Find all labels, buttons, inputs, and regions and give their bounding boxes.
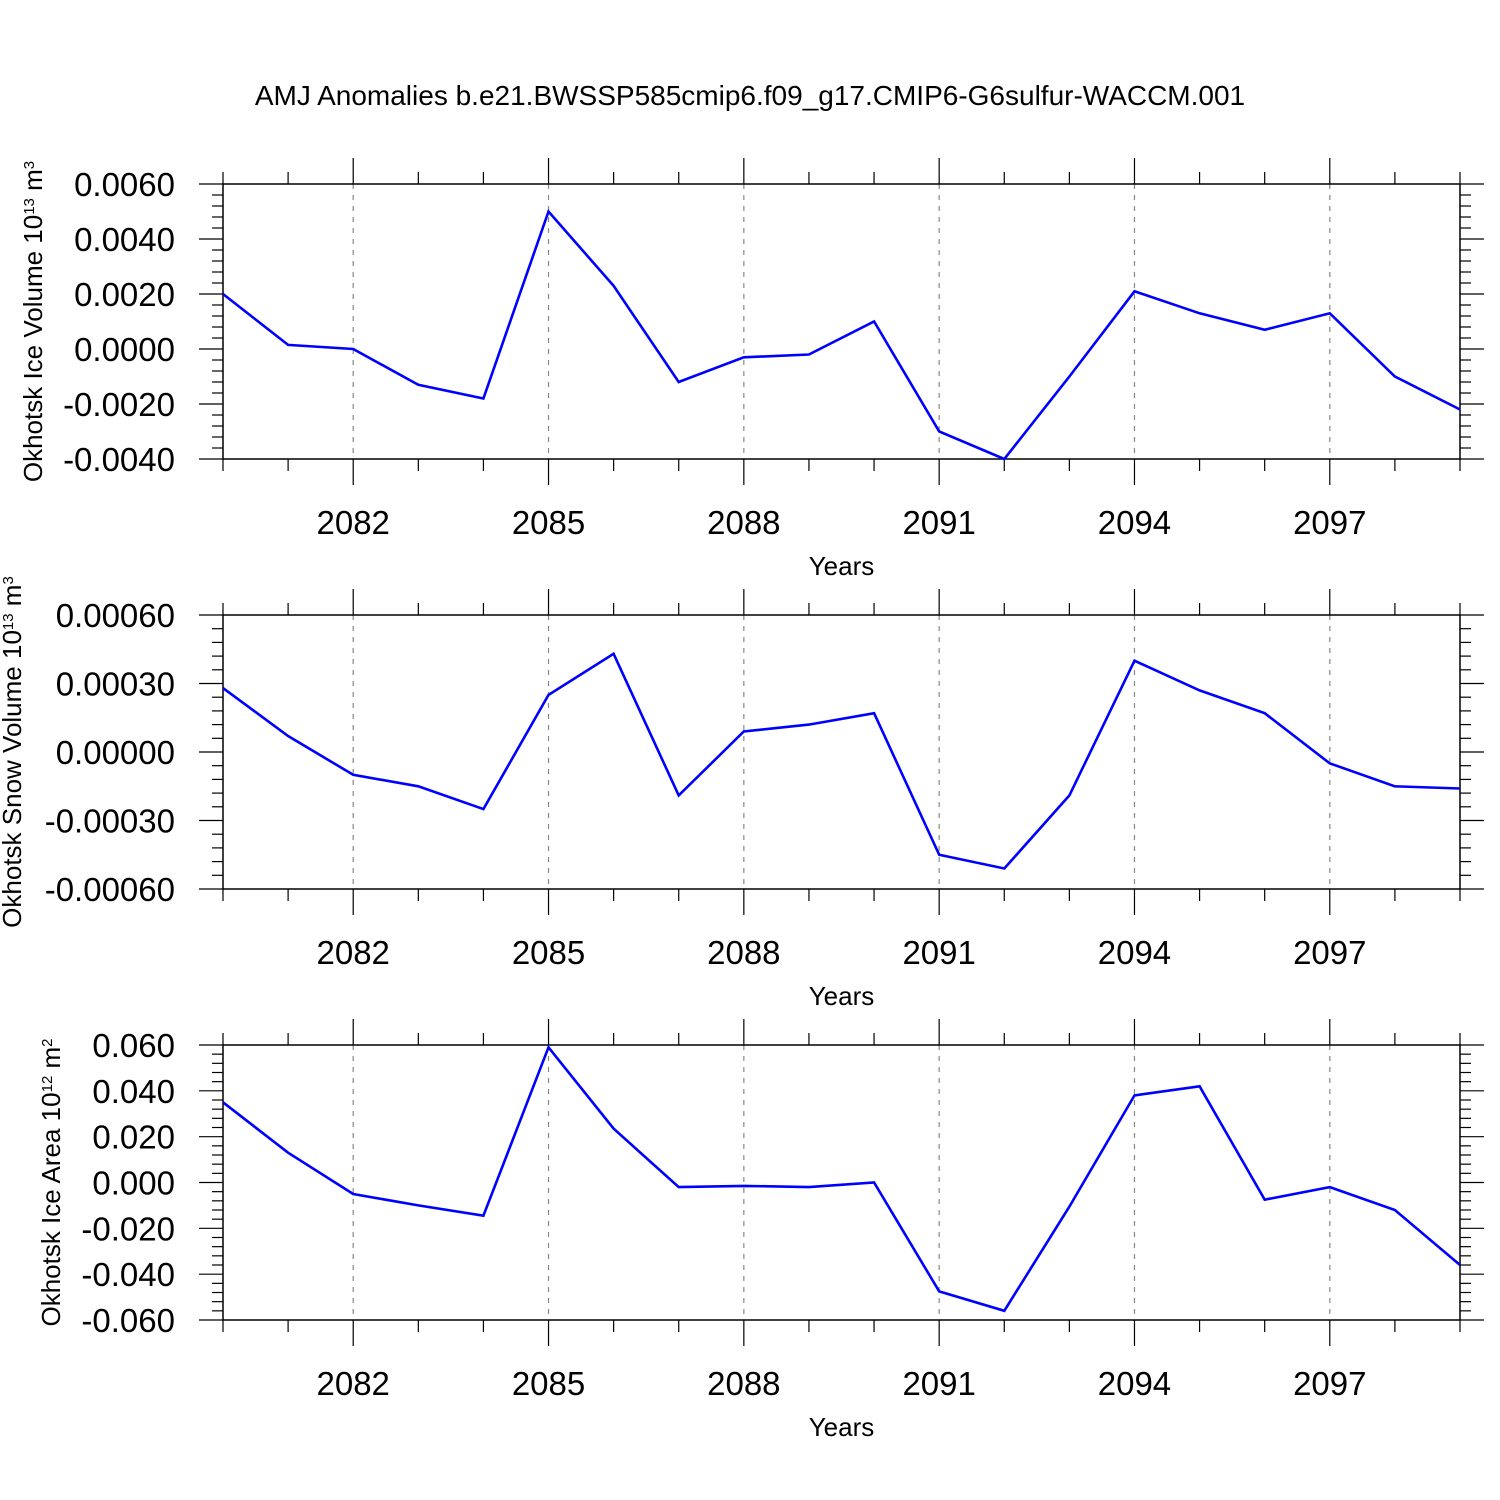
y-tick-label: 0.0000 (74, 331, 175, 368)
y-tick-label: -0.020 (81, 1210, 175, 1247)
y-tick-label: -0.00030 (45, 803, 175, 840)
chart-title: AMJ Anomalies b.e21.BWSSP585cmip6.f09_g1… (254, 80, 1246, 111)
x-tick-label: 2097 (1293, 934, 1366, 971)
x-axis-title: Years (809, 981, 875, 1011)
y-tick-label: -0.060 (81, 1302, 175, 1339)
y-tick-label: 0.040 (92, 1073, 175, 1110)
y-tick-label: 0.020 (92, 1119, 175, 1156)
y-axis-title-text: m (0, 585, 27, 614)
y-axis-title: Okhotsk Ice Volume 1013 m3 (18, 161, 48, 482)
plot-panel-1: -0.0040 -0.0020 0.0000 0.0020 0.0040 0.0060 20… (18, 158, 1484, 581)
x-tick-label: 2094 (1098, 1365, 1171, 1402)
x-tick-label: 2085 (512, 504, 585, 541)
x-tick-label: 2088 (707, 504, 780, 541)
y-axis-title-text: Okhotsk Ice Volume 10 (18, 215, 48, 482)
x-tick-label: 2094 (1098, 934, 1171, 971)
y-axis-title-text: Okhotsk Snow Volume 10 (0, 630, 27, 928)
series-line-1 (222, 208, 1461, 461)
x-tick-label: 2097 (1293, 1365, 1366, 1402)
y-unit-superscript: 2 (39, 1038, 56, 1046)
y-unit-superscript: 13 (21, 198, 38, 215)
series-line-1 (222, 651, 1461, 870)
x-tick-label: 2091 (902, 504, 975, 541)
y-tick-label: 0.00000 (56, 734, 175, 771)
plot-frame (222, 183, 1461, 460)
x-tick-label: 2082 (316, 934, 389, 971)
y-axis-title: Okhotsk Snow Volume 1013 m3 (0, 576, 27, 928)
x-tick-label: 2091 (902, 934, 975, 971)
y-tick-label: 0.000 (92, 1165, 175, 1202)
y-tick-label: -0.040 (81, 1256, 175, 1293)
y-axis-title-text: m (18, 169, 48, 198)
x-tick-label: 2082 (316, 1365, 389, 1402)
y-tick-label: 0.00030 (56, 666, 175, 703)
series-line-1 (222, 1044, 1461, 1313)
x-tick-label: 2088 (707, 1365, 780, 1402)
x-tick-label: 2082 (316, 504, 389, 541)
plot-frame (222, 1044, 1461, 1321)
y-unit-superscript: 3 (0, 576, 17, 584)
y-unit-superscript: 13 (0, 613, 17, 630)
y-tick-label: 0.0040 (74, 221, 175, 258)
y-tick-label: -0.0040 (63, 441, 175, 478)
y-axis-title: Okhotsk Ice Area 1012 m2 (36, 1038, 66, 1326)
x-tick-label: 2091 (902, 1365, 975, 1402)
y-tick-label: 0.00060 (56, 597, 175, 634)
y-tick-label: 0.060 (92, 1027, 175, 1064)
y-tick-label: 0.0060 (74, 166, 175, 203)
x-axis-title: Years (809, 1412, 875, 1442)
x-tick-label: 2085 (512, 1365, 585, 1402)
x-tick-label: 2088 (707, 934, 780, 971)
plot-panel-3: -0.060 -0.040 -0.020 0.000 0.020 0.040 0.060 20… (36, 1019, 1484, 1442)
x-axis-title: Years (809, 551, 875, 581)
y-axis-title-text: Okhotsk Ice Area 10 (36, 1092, 66, 1326)
x-tick-label: 2085 (512, 934, 585, 971)
y-tick-label: -0.0020 (63, 386, 175, 423)
x-tick-label: 2097 (1293, 504, 1366, 541)
y-tick-label: 0.0020 (74, 276, 175, 313)
plot-panel-2: -0.00060 -0.00030 0.00000 0.00030 0.00060 208… (0, 576, 1484, 1011)
x-tick-label: 2094 (1098, 504, 1171, 541)
y-unit-superscript: 12 (39, 1076, 56, 1093)
y-unit-superscript: 3 (21, 161, 38, 169)
y-tick-label: -0.00060 (45, 871, 175, 908)
y-axis-title-text: m (36, 1047, 66, 1076)
plot-frame (222, 614, 1461, 890)
